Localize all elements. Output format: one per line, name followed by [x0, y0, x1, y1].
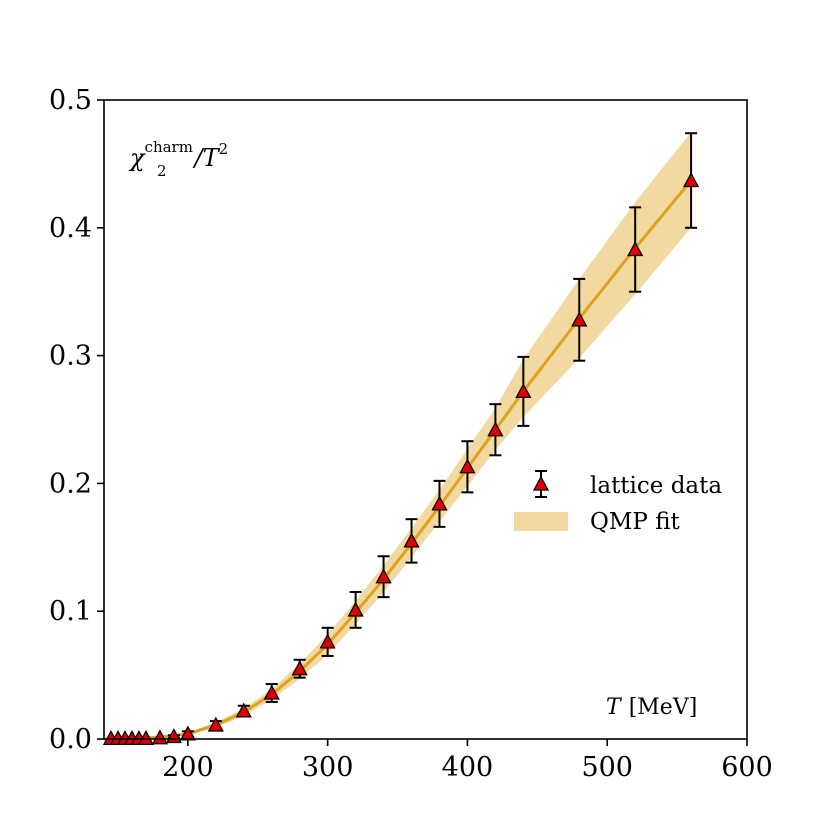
data-point [151, 729, 169, 745]
x-tick-label: 500 [581, 752, 633, 783]
quantity-superscript: charm [145, 138, 193, 156]
plot-frame [103, 99, 748, 740]
triangle-marker [571, 311, 588, 327]
triangle-marker [137, 729, 155, 746]
legend-label-lattice: lattice data [590, 473, 722, 499]
x-tick-label: 300 [302, 752, 354, 783]
triangle-marker [431, 495, 448, 511]
data-point [627, 206, 644, 293]
legend-marker-lattice [532, 470, 550, 498]
y-tick-label: 0.2 [49, 468, 92, 499]
triangle-marker [263, 684, 280, 700]
data-point [207, 716, 224, 732]
legend-swatch-qmp [514, 512, 568, 531]
triangle-marker [459, 458, 476, 474]
triangle-marker [403, 532, 420, 548]
quantity-subscript: 2 [157, 162, 167, 180]
quantity-symbol: χ [128, 144, 146, 172]
triangle-marker [291, 660, 308, 676]
data-point [431, 479, 448, 528]
data-point [515, 355, 532, 427]
triangle-marker [515, 383, 532, 399]
legend: lattice data QMP fit [514, 470, 722, 535]
data-point [291, 658, 308, 679]
x-axis-symbol: T [606, 695, 623, 720]
data-points-layer [102, 132, 700, 746]
data-point [165, 728, 182, 744]
data-point [487, 403, 504, 457]
quantity-annotation: χcharm 2/T2 [128, 138, 228, 180]
triangle-marker [207, 716, 224, 732]
data-point [459, 440, 476, 494]
y-tick-label: 0.1 [49, 596, 92, 627]
triangle-marker [319, 633, 336, 649]
triangle-marker [487, 421, 504, 437]
y-ticks: 0.0 0.1 0.2 0.3 0.4 0.5 [49, 85, 104, 755]
x-axis-label: T [MeV] [606, 695, 697, 720]
triangle-marker [682, 172, 700, 188]
triangle-marker [151, 729, 169, 745]
triangle-marker [627, 241, 644, 257]
data-point [571, 277, 588, 362]
fit-band-layer [104, 131, 692, 739]
triangle-marker [375, 568, 392, 584]
triangle-marker [347, 601, 364, 617]
fit-band [104, 131, 692, 739]
x-tick-label: 400 [442, 752, 494, 783]
data-point [375, 555, 392, 599]
data-point [137, 729, 155, 746]
quantity-divider: /T [193, 144, 221, 172]
y-tick-label: 0.0 [49, 724, 92, 755]
y-tick-label: 0.4 [49, 213, 92, 244]
data-point [347, 591, 364, 629]
x-axis-unit: [MeV] [629, 695, 698, 720]
y-tick-label: 0.5 [49, 85, 92, 116]
triangle-marker [235, 702, 252, 718]
data-point [263, 683, 280, 703]
x-tick-label: 200 [162, 752, 214, 783]
quantity-power: 2 [219, 140, 229, 158]
data-point [235, 702, 252, 718]
data-point [682, 132, 700, 229]
y-tick-label: 0.3 [49, 341, 92, 372]
data-point [319, 626, 336, 657]
data-point [403, 518, 420, 564]
x-tick-label: 600 [721, 752, 773, 783]
x-ticks: 200 300 400 500 600 [162, 739, 773, 783]
legend-label-qmp: QMP fit [590, 509, 681, 535]
